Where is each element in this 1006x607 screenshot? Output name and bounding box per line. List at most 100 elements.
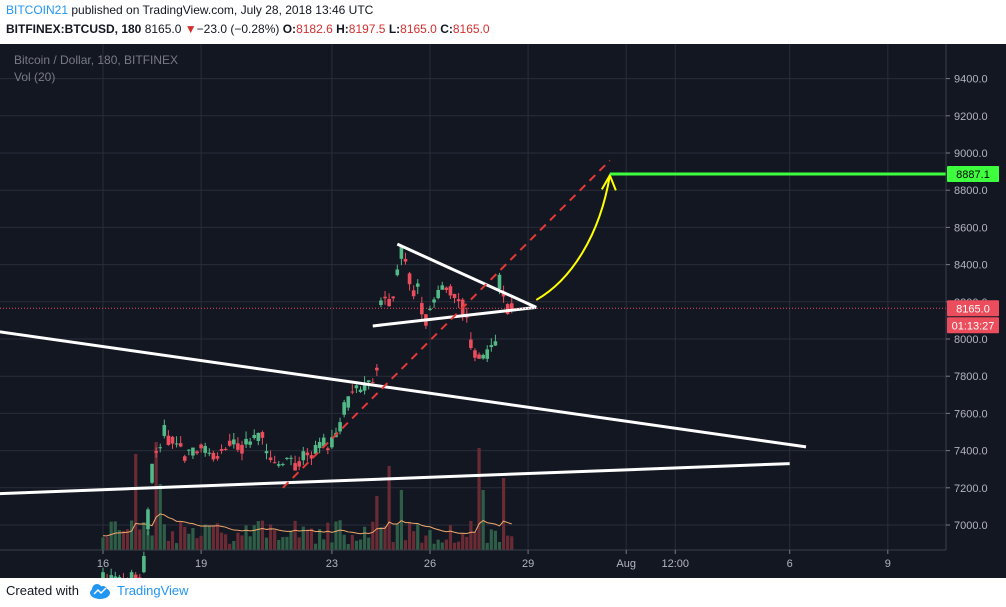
candle-body bbox=[375, 367, 379, 371]
volume-legend: Vol (20) bbox=[14, 70, 55, 84]
volume-bar bbox=[330, 542, 334, 550]
volume-bar bbox=[211, 525, 215, 550]
volume-bar bbox=[293, 520, 297, 550]
volume-bar bbox=[134, 454, 138, 550]
low-label: L: bbox=[388, 22, 401, 36]
lower-wedge-trendline[interactable] bbox=[0, 462, 790, 497]
ohlc-bar: BITFINEX:BTCUSD, 180 8165.0 ▼−23.0 (−0.2… bbox=[6, 22, 490, 36]
candle-body bbox=[203, 445, 207, 453]
volume-bar bbox=[203, 524, 207, 550]
volume-bar bbox=[313, 543, 318, 550]
price-tick-label: 8000.0 bbox=[954, 334, 988, 346]
candle-body bbox=[415, 283, 420, 287]
price-chart[interactable]: 7000.07200.07400.07600.07800.08000.08200… bbox=[0, 44, 1006, 578]
volume-bar bbox=[363, 526, 367, 550]
volume-bar bbox=[383, 526, 387, 550]
volume-bar bbox=[297, 537, 301, 550]
volume-bar bbox=[170, 531, 175, 550]
candle-body bbox=[285, 457, 289, 459]
price-tick-label: 7000.0 bbox=[954, 520, 988, 532]
candle-body bbox=[293, 463, 297, 471]
volume-bar bbox=[367, 537, 371, 550]
tradingview-cloud-icon[interactable] bbox=[88, 581, 112, 601]
volume-bar bbox=[358, 539, 363, 550]
volume-bar bbox=[174, 543, 179, 550]
candle-body bbox=[407, 273, 412, 285]
candle-body bbox=[436, 289, 440, 299]
candle-body bbox=[370, 382, 375, 384]
candle-body bbox=[158, 447, 163, 449]
volume-bar bbox=[485, 542, 489, 550]
candle-body bbox=[448, 286, 453, 296]
candle-body bbox=[350, 391, 355, 393]
volume-bar bbox=[305, 529, 309, 550]
bar-countdown-tag-bg bbox=[947, 317, 999, 334]
candle-body bbox=[346, 396, 351, 408]
candle-body bbox=[142, 555, 146, 573]
time-tick-label: 19 bbox=[195, 558, 207, 570]
price-tick-label: 8600.0 bbox=[954, 222, 988, 234]
candle-body bbox=[223, 448, 228, 450]
price-change: −23.0 (−0.28%) bbox=[196, 22, 280, 36]
candle-body bbox=[305, 452, 310, 456]
dashed-projection-line[interactable] bbox=[282, 159, 611, 489]
candle-body bbox=[456, 299, 461, 302]
candle-body bbox=[260, 432, 265, 438]
volume-bar bbox=[501, 478, 506, 550]
time-tick-label: 26 bbox=[424, 558, 436, 570]
volume-bar bbox=[326, 522, 330, 550]
volume-bar bbox=[465, 536, 469, 550]
volume-bar bbox=[350, 534, 354, 550]
candle-body bbox=[485, 349, 490, 359]
candle-body bbox=[199, 444, 203, 449]
volume-bar bbox=[224, 534, 228, 550]
upper-wedge-trendline[interactable] bbox=[0, 319, 807, 449]
volume-bar bbox=[391, 542, 395, 550]
volume-bar bbox=[215, 523, 220, 550]
drawings bbox=[0, 159, 946, 497]
volume-bar bbox=[101, 537, 105, 550]
price-axis[interactable]: 7000.07200.07400.07600.07800.08000.08200… bbox=[946, 74, 988, 532]
volume-bar bbox=[252, 525, 256, 550]
volume-bar bbox=[183, 526, 187, 550]
candle-body bbox=[232, 439, 236, 445]
forecast-arrow[interactable] bbox=[535, 175, 611, 301]
candle-body bbox=[162, 425, 167, 436]
volume-bar bbox=[440, 542, 444, 550]
volume-ma-line bbox=[102, 513, 512, 537]
candle-body bbox=[117, 576, 122, 578]
volume-bar bbox=[403, 540, 408, 550]
volume-bar bbox=[461, 533, 465, 550]
chart-title: Bitcoin / Dollar, 180, BITFINEX bbox=[14, 53, 178, 67]
volume-bar bbox=[236, 532, 240, 550]
volume-bar bbox=[318, 529, 322, 550]
author-link[interactable]: BITCOIN21 bbox=[6, 3, 69, 17]
price-tick-label: 7600.0 bbox=[954, 408, 988, 420]
candle-body bbox=[469, 339, 473, 349]
volume-bar bbox=[195, 538, 199, 550]
price-tick-label: 7200.0 bbox=[954, 483, 988, 495]
volume-bar bbox=[395, 524, 399, 550]
volume-bar bbox=[158, 484, 162, 550]
candle-body bbox=[366, 380, 371, 383]
volume-bar bbox=[154, 442, 158, 550]
bar-countdown-tag: 01:13:27 bbox=[952, 320, 995, 332]
candle-body bbox=[379, 300, 383, 306]
time-axis[interactable]: 16 19 23 26 29 Aug 12:00 6 9 bbox=[97, 550, 891, 570]
candle-body bbox=[505, 304, 510, 315]
volume-bar bbox=[273, 530, 277, 550]
candle-body bbox=[129, 572, 134, 578]
triangle-upper-line[interactable] bbox=[396, 242, 537, 309]
time-tick-label: 29 bbox=[522, 558, 534, 570]
candle-body bbox=[211, 452, 216, 460]
tradingview-brand-link[interactable]: TradingView bbox=[117, 583, 189, 598]
candle-body bbox=[383, 296, 387, 299]
published-text: published on TradingView.com, July 28, 2… bbox=[68, 3, 374, 17]
volume-bar bbox=[105, 536, 109, 550]
last-price: 8165.0 bbox=[144, 22, 182, 36]
candle-body bbox=[309, 455, 314, 459]
candle-body bbox=[170, 436, 175, 444]
volume-bar bbox=[452, 542, 457, 550]
volume-bar bbox=[146, 530, 150, 550]
candle-body bbox=[150, 463, 154, 483]
